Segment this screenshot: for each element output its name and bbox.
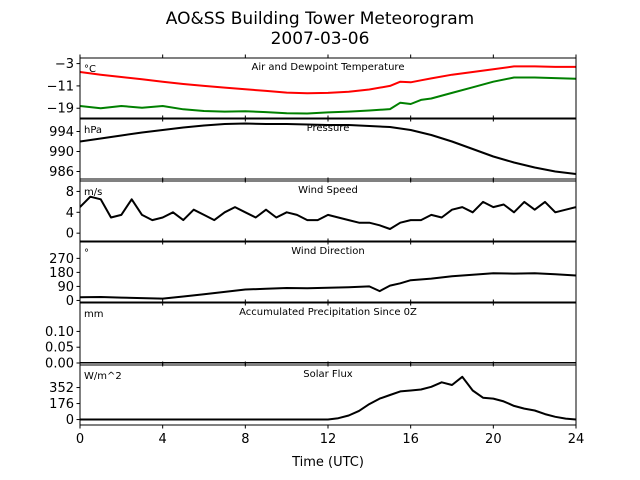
pressure-series-line-0 [80, 122, 576, 175]
wind-direction-series-line-0 [80, 272, 576, 300]
temperature-ytick-label-0: −3 [55, 57, 74, 72]
wind-direction-ytick-label-0: 0 [66, 294, 74, 309]
solar-flux-ytick-label-1: 176 [49, 397, 74, 412]
precipitation-ytick-label-1: 0.05 [45, 341, 74, 356]
panel-pressure: 986 990 994 Pressure hPa [49, 115, 577, 183]
temperature-series-line-1 [80, 76, 576, 115]
precipitation-panel-title: Accumulated Precipitation Since 0Z [239, 307, 417, 318]
temperature-ytick-label-1: −11 [47, 79, 74, 94]
pressure-unit-label: hPa [84, 125, 102, 136]
precipitation-ytick-label-0: 0.00 [45, 357, 74, 372]
pressure-ytick-label-2: 994 [49, 125, 74, 140]
pressure-panel-title: Pressure [307, 123, 350, 134]
wind-speed-ytick-label-1: 4 [66, 206, 74, 221]
temperature-ytick-label-2: −19 [47, 102, 74, 117]
temperature-panel-title: Air and Dewpoint Temperature [252, 62, 405, 73]
x-tick-label-8: 8 [241, 432, 249, 447]
solar-flux-ytick-label-0: 0 [66, 413, 74, 428]
precipitation-unit-label: mm [84, 309, 103, 320]
wind-speed-ytick-label-0: 0 [66, 227, 74, 242]
wind-direction-ytick-label-1: 90 [57, 280, 74, 295]
figure-title: AO&SS Building Tower Meteorogram [166, 9, 474, 29]
panel-precipitation: 0.000.050.10 Accumulated Precipitation Si… [45, 299, 577, 372]
panel-temperature: −3 −11 −19 Air and Dewpoint Temperature °C [47, 54, 577, 122]
wind-direction-unit-label: ° [84, 248, 89, 259]
x-tick-label-24: 24 [568, 432, 585, 447]
solar-flux-unit-label: W/m^2 [84, 371, 122, 382]
wind-direction-ytick-label-2: 180 [49, 266, 74, 281]
wind-speed-panel-title: Wind Speed [298, 185, 358, 196]
x-tick-label-16: 16 [402, 432, 419, 447]
x-tick-label-12: 12 [320, 432, 337, 447]
x-axis-label: Time (UTC) [291, 455, 364, 470]
wind-speed-unit-label: m/s [84, 187, 102, 198]
wind-speed-ytick-label-2: 8 [66, 185, 74, 200]
x-tick-label-4: 4 [159, 432, 167, 447]
wind-speed-series-line-0 [80, 195, 576, 230]
precipitation-ytick-label-2: 0.10 [45, 325, 74, 340]
x-tick-label-0: 0 [76, 432, 84, 447]
figure-date: 2007-03-06 [271, 29, 370, 49]
wind-direction-panel-title: Wind Direction [291, 246, 365, 257]
pressure-ytick-label-0: 986 [49, 165, 74, 180]
temperature-unit-label: °C [84, 64, 96, 75]
wind-direction-ytick-label-3: 270 [49, 252, 74, 267]
temperature-series-line-0 [80, 65, 576, 95]
pressure-ytick-label-1: 990 [49, 145, 74, 160]
solar-flux-series-line-0 [80, 375, 576, 421]
panels: −3 −11 −19 Air and Dewpoint Temperature °C 98… [45, 54, 585, 447]
solar-flux-ytick-label-2: 352 [49, 381, 74, 396]
x-tick-label-20: 20 [485, 432, 502, 447]
solar-flux-panel-title: Solar Flux [303, 369, 353, 380]
